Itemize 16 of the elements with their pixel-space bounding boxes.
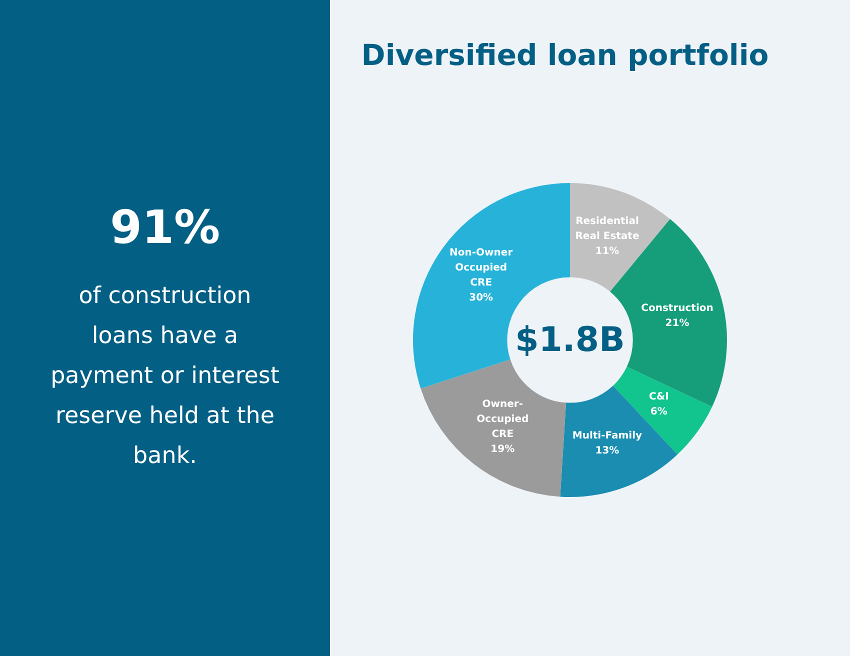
slice-label: Owner-Occupied CRE <box>476 398 529 440</box>
data-label: 11% <box>595 246 620 258</box>
data-label: 19% <box>490 444 515 455</box>
data-label: 30% <box>469 292 494 304</box>
text: $1.8B <box>515 320 625 360</box>
data-label: 21% <box>665 318 690 330</box>
data-label: 6% <box>650 406 668 418</box>
data-label: 13% <box>595 445 620 456</box>
slice-label: Construction <box>641 303 714 314</box>
chart-title: Diversified loan portfolio <box>360 38 770 72</box>
text: of construction loans have a payment or interest reserve held at the bank. <box>50 282 280 471</box>
slice-label: Non-Owner Occupied CRE <box>450 247 513 288</box>
slice-label: Multi-Family <box>572 430 643 442</box>
text: 91% <box>108 200 222 254</box>
slice-label: C&I <box>649 392 669 403</box>
slice-label: Residential Real Estate <box>575 216 640 242</box>
